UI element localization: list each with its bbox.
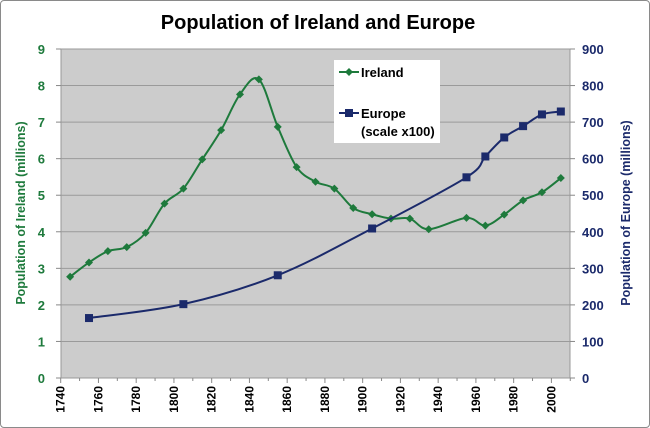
legend-box [334,60,440,143]
legend-europe-marker [345,109,353,117]
legend: Ireland Europe (scale x100) [334,60,440,143]
ireland-point [500,210,509,219]
y2-tick-label: 100 [582,334,604,349]
europe-point [179,300,188,309]
chart-title: Population of Ireland and Europe [161,12,475,34]
x-tick-label: 1840 [242,386,256,413]
x-tick-label: 1940 [431,386,445,413]
y2-tick-label: 300 [582,261,604,276]
ireland-point [349,204,358,213]
y2-tick-label: 600 [582,152,604,167]
y2-tick-label: 900 [582,42,604,57]
x-tick-label: 1820 [205,386,219,413]
y-tick-label: 3 [38,261,45,276]
europe-point [462,173,471,182]
legend-europe-scale: (scale x100) [361,124,435,139]
x-tick-label: 1960 [469,386,483,413]
ireland-point [85,258,94,267]
ireland-point [481,221,490,230]
y-tick-label: 1 [38,334,45,349]
y2-tick-label: 700 [582,115,604,130]
ireland-point [198,155,207,164]
ireland-point [66,272,75,281]
x-tick-label: 1900 [356,386,370,413]
ireland-point [254,75,263,84]
ireland-point [537,188,546,197]
y-axis-label: Population of Ireland (millions) [14,121,28,304]
y2-tick-label: 800 [582,79,604,94]
x-tick-label: 1760 [91,386,105,413]
ireland-point [103,247,112,256]
europe-point [519,122,528,131]
ireland-point [292,163,301,172]
x-tick-label: 1780 [129,386,143,413]
y-tick-label: 9 [38,42,45,57]
ireland-point [160,199,169,208]
x-tick-label: 1860 [280,386,294,413]
europe-point [500,133,509,142]
ireland-point [424,225,433,234]
europe-point [368,224,377,233]
legend-europe-label: Europe [361,106,406,121]
ireland-point [330,184,339,193]
y2-tick-label: 0 [582,371,589,386]
y-tick-label: 2 [38,298,45,313]
y2-tick-label: 500 [582,188,604,203]
ireland-point [311,177,320,186]
ireland-point [462,213,471,222]
europe-point [273,271,282,280]
x-tick-label: 1980 [507,386,521,413]
ireland-point [122,243,131,252]
legend-ireland-marker [345,68,353,76]
ireland-point [217,126,226,135]
europe-point [85,314,94,323]
europe-point [537,110,546,119]
y-tick-label: 4 [38,225,46,240]
ireland-point [273,122,282,131]
x-tick-label: 2000 [544,386,558,413]
ireland-point [235,90,244,99]
ireland-point [405,214,414,223]
x-tick-label: 1920 [393,386,407,413]
x-tick-label: 1740 [54,386,68,413]
ireland-point [179,184,188,193]
plot-area [60,48,571,379]
ireland-point [368,210,377,219]
y2-tick-label: 400 [582,225,604,240]
x-tick-label: 1880 [318,386,332,413]
ireland-point [556,174,565,183]
ireland-point [519,196,528,205]
y-tick-label: 8 [38,79,45,94]
y2-axis-label: Population of Europe (millions) [619,120,633,305]
legend-ireland-label: Ireland [361,65,404,80]
y-tick-label: 0 [38,371,45,386]
y-tick-label: 7 [38,115,45,130]
y2-tick-label: 200 [582,298,604,313]
europe-point [556,107,565,116]
europe-point [481,152,490,161]
y-tick-label: 5 [38,188,45,203]
y-tick-label: 6 [38,152,45,167]
x-tick-label: 1800 [167,386,181,413]
ireland-point [141,228,150,237]
